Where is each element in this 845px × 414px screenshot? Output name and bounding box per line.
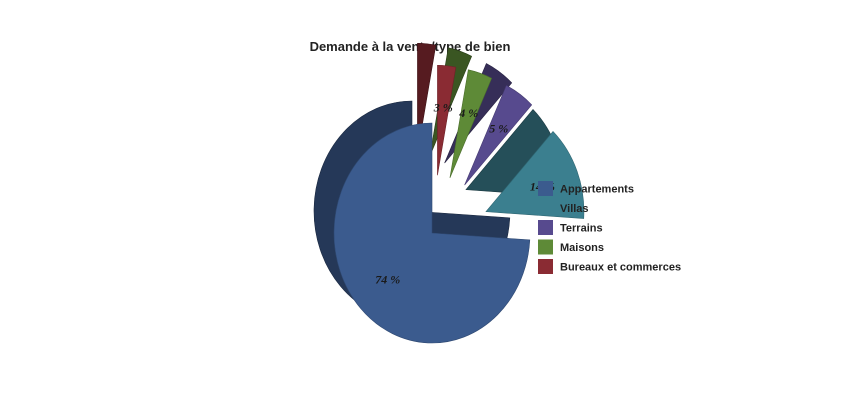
legend-label-maisons: Maisons <box>560 242 604 254</box>
slice-label-terrains: 5 % <box>489 122 508 136</box>
legend-swatch-maisons <box>538 239 553 255</box>
legend-label-terrains: Terrains <box>560 223 603 235</box>
legend: Appartements Villas Terrains Maisons Bureaux… <box>538 181 681 274</box>
slice-terrains <box>464 85 533 186</box>
slice-bureaux-et-commerces <box>437 64 457 176</box>
slice-maisons <box>449 69 493 178</box>
slice-label-appartements: 74 % <box>375 273 400 287</box>
legend-swatch-bureaux-et-commerces <box>538 259 553 274</box>
legend-label-appartements: Appartements <box>560 184 634 196</box>
slice-label-bureaux-et-commerces: 3 % <box>433 100 453 114</box>
slice-villas <box>485 131 585 219</box>
legend-label-bureaux-et-commerces: Bureaux et commerces <box>560 262 681 274</box>
chart-title: Demande à la vente/type de bien <box>310 39 511 54</box>
slice-label-maisons: 4 % <box>458 106 478 120</box>
slice-appartements <box>333 122 531 344</box>
legend-label-villas: Villas <box>560 203 589 215</box>
legend-swatch-appartements <box>538 181 553 196</box>
pie-slices <box>333 64 585 344</box>
legend-swatch-villas <box>538 200 553 216</box>
legend-swatch-terrains <box>538 220 553 235</box>
